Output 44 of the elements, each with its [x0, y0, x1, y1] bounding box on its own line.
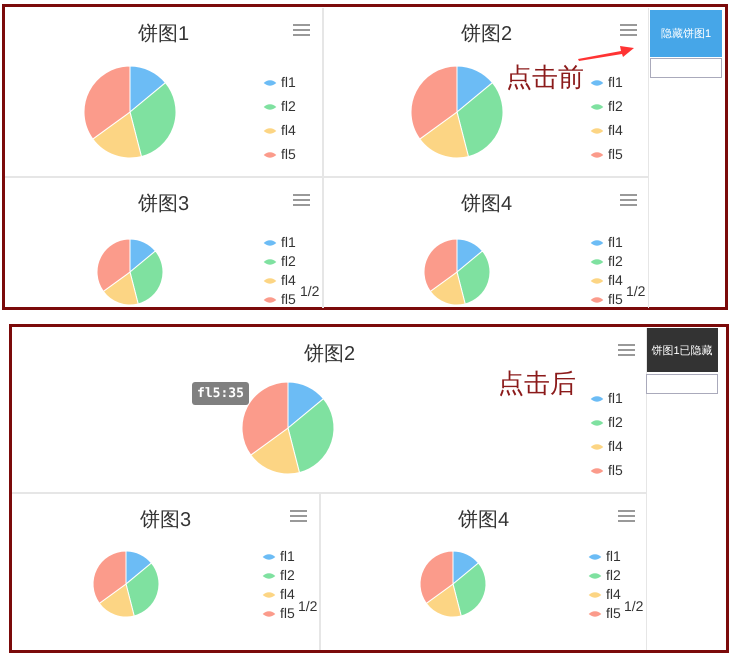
legend-label: fl5: [281, 146, 296, 162]
legend-label: fl1: [608, 234, 623, 250]
legend-label: fl5: [608, 146, 623, 162]
legend-label: fl4: [280, 586, 295, 602]
legend-label: fl2: [608, 253, 623, 269]
legend-label: fl2: [281, 98, 296, 114]
text: 点击前: [506, 62, 584, 94]
legend-label: fl4: [608, 272, 623, 288]
legend-label: fl1: [280, 548, 295, 564]
legend-label: fl5: [281, 291, 296, 307]
legend-label: fl2: [281, 253, 296, 269]
legend-label: fl2: [608, 98, 623, 114]
chart-title: 饼图2: [460, 23, 512, 45]
legend-label: fl1: [608, 74, 623, 90]
legend-label: fl1: [281, 234, 296, 250]
legend-label: fl1: [608, 390, 623, 406]
text: 1/2: [300, 283, 320, 299]
text: fl5:35: [192, 382, 249, 405]
chart-title: 饼图3: [136, 193, 190, 215]
chart-title: 饼图2: [302, 343, 356, 365]
legend-label: fl2: [608, 414, 623, 430]
chart-title: 饼图4: [456, 509, 510, 531]
legend-label: fl5: [608, 462, 623, 478]
legend-label: fl4: [608, 438, 623, 454]
chart-title: 饼图4: [460, 193, 512, 215]
legend-label: fl4: [608, 122, 623, 138]
text: 隐藏饼图1: [650, 10, 722, 57]
legend-label: fl2: [280, 567, 295, 583]
legend-label: fl5: [606, 605, 621, 621]
text: 饼图1已隐藏: [646, 328, 718, 372]
legend-label: fl5: [280, 605, 295, 621]
legend-label: fl4: [281, 122, 296, 138]
legend-label: fl4: [281, 272, 296, 288]
legend-label: fl1: [281, 74, 296, 90]
text: 1/2: [298, 598, 318, 614]
legend-label: fl2: [606, 567, 621, 583]
text: 1/2: [624, 598, 644, 614]
text: 1/2: [626, 283, 646, 299]
legend-label: fl1: [606, 548, 621, 564]
chart-title: 饼图3: [138, 509, 192, 531]
chart-title: 饼图1: [136, 23, 190, 45]
legend-label: fl5: [608, 291, 623, 307]
text: 点击后: [498, 368, 576, 400]
legend-label: fl4: [606, 586, 621, 602]
